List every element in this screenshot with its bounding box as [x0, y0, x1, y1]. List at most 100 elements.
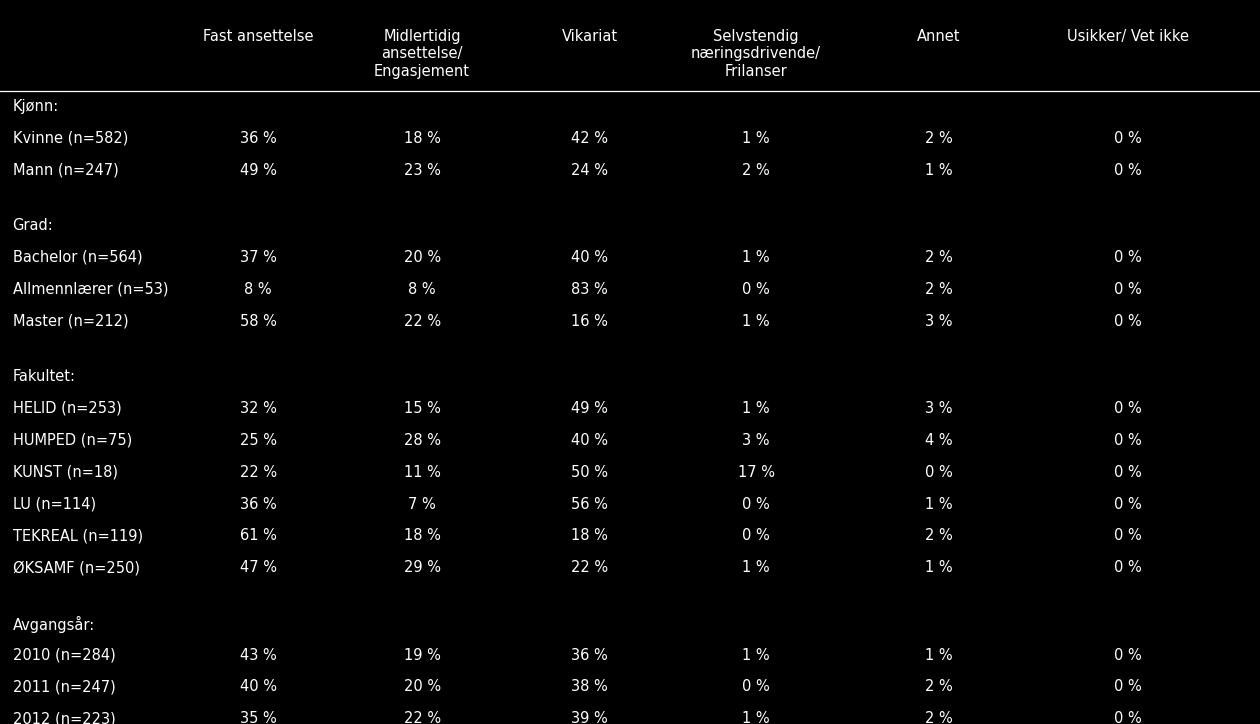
Text: 22 %: 22 % — [571, 560, 609, 576]
Text: 1 %: 1 % — [742, 250, 770, 265]
Text: 40 %: 40 % — [239, 679, 277, 694]
Text: Midlertidig
ansettelse/
Engasjement: Midlertidig ansettelse/ Engasjement — [374, 29, 470, 79]
Text: 20 %: 20 % — [403, 679, 441, 694]
Text: TEKREAL (n=119): TEKREAL (n=119) — [13, 529, 142, 544]
Text: 39 %: 39 % — [571, 711, 609, 724]
Text: 47 %: 47 % — [239, 560, 277, 576]
Text: 40 %: 40 % — [571, 250, 609, 265]
Text: 22 %: 22 % — [403, 711, 441, 724]
Text: 50 %: 50 % — [571, 465, 609, 480]
Text: Kvinne (n=582): Kvinne (n=582) — [13, 131, 129, 146]
Text: 0 %: 0 % — [742, 282, 770, 297]
Text: 49 %: 49 % — [239, 163, 277, 177]
Text: 0 %: 0 % — [1114, 465, 1142, 480]
Text: 18 %: 18 % — [403, 131, 441, 146]
Text: 15 %: 15 % — [403, 401, 441, 416]
Text: 8 %: 8 % — [244, 282, 272, 297]
Text: 1 %: 1 % — [925, 560, 953, 576]
Text: 3 %: 3 % — [925, 313, 953, 329]
Text: 2010 (n=284): 2010 (n=284) — [13, 647, 116, 662]
Text: 56 %: 56 % — [571, 497, 609, 512]
Text: KUNST (n=18): KUNST (n=18) — [13, 465, 117, 480]
Text: Grad:: Grad: — [13, 218, 53, 233]
Text: Avgangsår:: Avgangsår: — [13, 615, 94, 633]
Text: 1 %: 1 % — [925, 647, 953, 662]
Text: ØKSAMF (n=250): ØKSAMF (n=250) — [13, 560, 140, 576]
Text: HUMPED (n=75): HUMPED (n=75) — [13, 433, 132, 448]
Text: 1 %: 1 % — [742, 711, 770, 724]
Text: 2 %: 2 % — [742, 163, 770, 177]
Text: 22 %: 22 % — [403, 313, 441, 329]
Text: 83 %: 83 % — [571, 282, 609, 297]
Text: 0 %: 0 % — [1114, 131, 1142, 146]
Text: 2 %: 2 % — [925, 282, 953, 297]
Text: 29 %: 29 % — [403, 560, 441, 576]
Text: 18 %: 18 % — [571, 529, 609, 544]
Text: 7 %: 7 % — [408, 497, 436, 512]
Text: 0 %: 0 % — [1114, 313, 1142, 329]
Text: 2011 (n=247): 2011 (n=247) — [13, 679, 116, 694]
Text: 1 %: 1 % — [742, 401, 770, 416]
Text: 1 %: 1 % — [742, 560, 770, 576]
Text: 1 %: 1 % — [742, 313, 770, 329]
Text: 19 %: 19 % — [403, 647, 441, 662]
Text: 36 %: 36 % — [239, 131, 277, 146]
Text: Allmennlærer (n=53): Allmennlærer (n=53) — [13, 282, 168, 297]
Text: 36 %: 36 % — [239, 497, 277, 512]
Text: 20 %: 20 % — [403, 250, 441, 265]
Text: 3 %: 3 % — [742, 433, 770, 448]
Text: Mann (n=247): Mann (n=247) — [13, 163, 118, 177]
Text: 2012 (n=223): 2012 (n=223) — [13, 711, 116, 724]
Text: 0 %: 0 % — [1114, 401, 1142, 416]
Text: 38 %: 38 % — [571, 679, 609, 694]
Text: 32 %: 32 % — [239, 401, 277, 416]
Text: 1 %: 1 % — [742, 131, 770, 146]
Text: 0 %: 0 % — [1114, 647, 1142, 662]
Text: 36 %: 36 % — [571, 647, 609, 662]
Text: Kjønn:: Kjønn: — [13, 99, 59, 114]
Text: 35 %: 35 % — [239, 711, 277, 724]
Text: 2 %: 2 % — [925, 711, 953, 724]
Text: 25 %: 25 % — [239, 433, 277, 448]
Text: 2 %: 2 % — [925, 131, 953, 146]
Text: 22 %: 22 % — [239, 465, 277, 480]
Text: 61 %: 61 % — [239, 529, 277, 544]
Text: 0 %: 0 % — [742, 529, 770, 544]
Text: Usikker/ Vet ikke: Usikker/ Vet ikke — [1067, 29, 1188, 44]
Text: 0 %: 0 % — [1114, 560, 1142, 576]
Text: 4 %: 4 % — [925, 433, 953, 448]
Text: 0 %: 0 % — [1114, 679, 1142, 694]
Text: 0 %: 0 % — [1114, 711, 1142, 724]
Text: 24 %: 24 % — [571, 163, 609, 177]
Text: 49 %: 49 % — [571, 401, 609, 416]
Text: 23 %: 23 % — [403, 163, 441, 177]
Text: 2 %: 2 % — [925, 250, 953, 265]
Text: 2 %: 2 % — [925, 529, 953, 544]
Text: 1 %: 1 % — [925, 497, 953, 512]
Text: Fakultet:: Fakultet: — [13, 369, 76, 384]
Text: Annet: Annet — [917, 29, 960, 44]
Text: 8 %: 8 % — [408, 282, 436, 297]
Text: 0 %: 0 % — [925, 465, 953, 480]
Text: HELID (n=253): HELID (n=253) — [13, 401, 121, 416]
Text: 28 %: 28 % — [403, 433, 441, 448]
Text: 37 %: 37 % — [239, 250, 277, 265]
Text: 0 %: 0 % — [1114, 282, 1142, 297]
Text: LU (n=114): LU (n=114) — [13, 497, 96, 512]
Text: Vikariat: Vikariat — [562, 29, 617, 44]
Text: 58 %: 58 % — [239, 313, 277, 329]
Text: Master (n=212): Master (n=212) — [13, 313, 129, 329]
Text: 43 %: 43 % — [239, 647, 277, 662]
Text: 2 %: 2 % — [925, 679, 953, 694]
Text: 17 %: 17 % — [737, 465, 775, 480]
Text: 1 %: 1 % — [742, 647, 770, 662]
Text: 0 %: 0 % — [1114, 433, 1142, 448]
Text: Selvstendig
næringsdrivende/
Frilanser: Selvstendig næringsdrivende/ Frilanser — [690, 29, 822, 79]
Text: 0 %: 0 % — [742, 497, 770, 512]
Text: 16 %: 16 % — [571, 313, 609, 329]
Text: 0 %: 0 % — [1114, 250, 1142, 265]
Text: 0 %: 0 % — [1114, 163, 1142, 177]
Text: 0 %: 0 % — [1114, 497, 1142, 512]
Text: 0 %: 0 % — [1114, 529, 1142, 544]
Text: 40 %: 40 % — [571, 433, 609, 448]
